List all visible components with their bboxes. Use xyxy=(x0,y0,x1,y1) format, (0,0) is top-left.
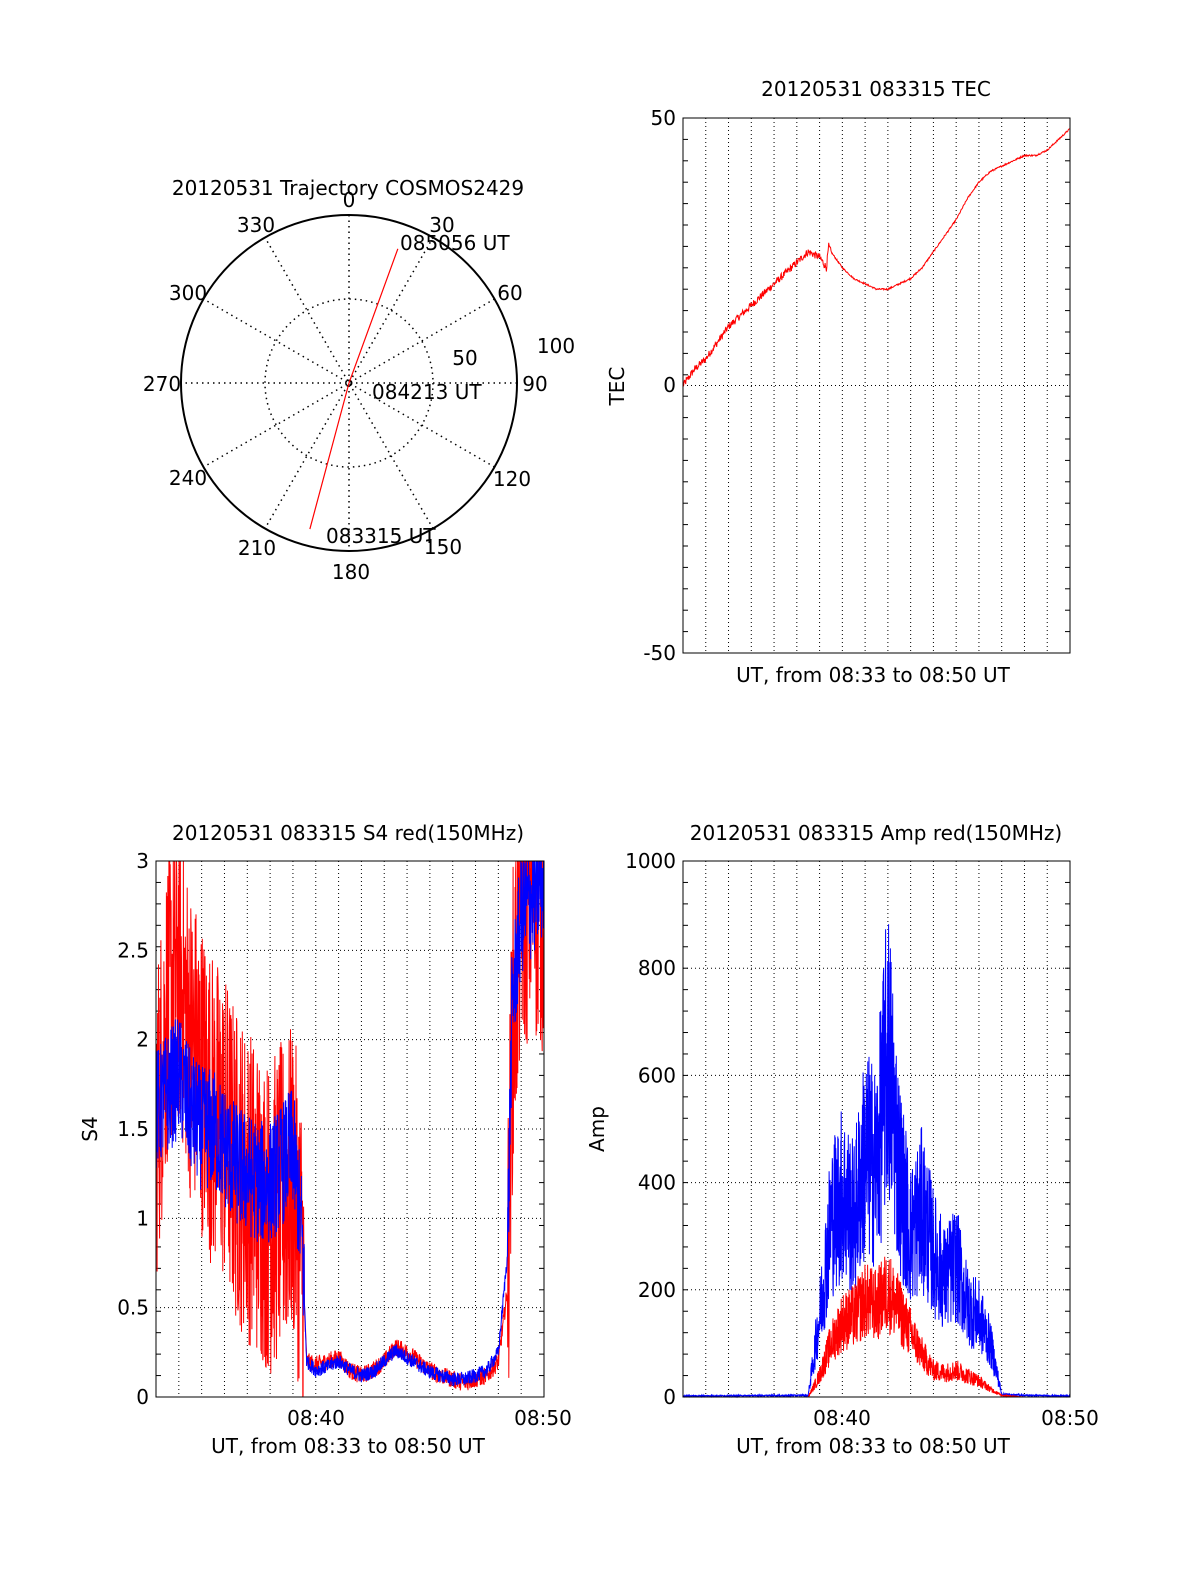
s4-ytick-label: 0.5 xyxy=(117,1296,149,1320)
s4-ytick-label: 1.5 xyxy=(117,1117,149,1141)
polar-azimuth-label: 30 xyxy=(429,213,454,237)
series-line xyxy=(682,128,1071,387)
amp-ylabel: Amp xyxy=(585,1106,609,1152)
s4-title: 20120531 083315 S4 red(150MHz) xyxy=(172,821,524,845)
tec-xlabel: UT, from 08:33 to 08:50 UT xyxy=(736,663,1011,687)
polar-azimuth-label: 240 xyxy=(169,466,207,490)
tec-ytick-50: 50 xyxy=(651,106,676,130)
series-line xyxy=(155,860,544,1387)
series-line xyxy=(683,1256,1070,1398)
polar-spoke xyxy=(264,237,434,529)
series-line xyxy=(682,924,1071,1399)
polar-title: 20120531 Trajectory COSMOS2429 xyxy=(172,176,524,200)
tec-ytick-0: 0 xyxy=(663,373,676,397)
polar-azimuth-label: 120 xyxy=(493,467,531,491)
s4-plot-frame xyxy=(155,860,545,1398)
polar-azimuth-label: 330 xyxy=(237,213,275,237)
polar-panel: 20120531 Trajectory COSMOS2429 0 30 60 90 12… xyxy=(143,176,575,584)
amp-series xyxy=(682,924,1071,1399)
s4-ytick-label: 1 xyxy=(136,1206,149,1230)
amp-yticks: 0 200 400 600 800 1000 xyxy=(625,849,676,1409)
polar-annotation-mid: 084213 UT xyxy=(372,380,482,404)
amp-xtick-0840: 08:40 xyxy=(813,1406,871,1430)
tec-series xyxy=(682,128,1071,387)
s4-ytick-label: 3 xyxy=(136,849,149,873)
polar-spoke xyxy=(264,237,434,529)
polar-trajectory-series xyxy=(309,248,399,530)
polar-azimuth-label: 150 xyxy=(424,535,462,559)
s4-ytick-label: 2.5 xyxy=(117,938,149,962)
s4-xtick-0850: 08:50 xyxy=(514,1406,572,1430)
amp-ytick-label: 1000 xyxy=(625,849,676,873)
polar-trajectory-line xyxy=(309,248,399,530)
polar-azimuth-label: 60 xyxy=(497,281,522,305)
s4-yticks: 0 0.5 1 1.5 2 2.5 3 xyxy=(117,849,149,1409)
s4-xlabel: UT, from 08:33 to 08:50 UT xyxy=(211,1434,486,1458)
polar-azimuth-label: 270 xyxy=(143,372,181,396)
s4-panel: 20120531 083315 S4 red(150MHz) 0 0.5 1 1.5 2… xyxy=(78,821,572,1458)
polar-azimuth-label: 90 xyxy=(522,372,547,396)
tec-ytick-neg50: -50 xyxy=(643,641,676,665)
polar-azimuth-label: 180 xyxy=(332,560,370,584)
tec-grid xyxy=(683,118,1070,653)
amp-plot-frame xyxy=(682,860,1071,1398)
amp-xlabel: UT, from 08:33 to 08:50 UT xyxy=(736,1434,1011,1458)
amp-xtick-0850: 08:50 xyxy=(1041,1406,1099,1430)
s4-ytick-label: 0 xyxy=(136,1385,149,1409)
amp-title: 20120531 083315 Amp red(150MHz) xyxy=(690,821,1062,845)
s4-ytick-label: 2 xyxy=(136,1028,149,1052)
s4-xtick-0840: 08:40 xyxy=(287,1406,345,1430)
polar-ring-label-50: 50 xyxy=(452,346,477,370)
amp-panel: 20120531 083315 Amp red(150MHz) 0 200 400 6… xyxy=(585,821,1099,1458)
s4-ylabel: S4 xyxy=(78,1116,102,1141)
amp-ytick-label: 200 xyxy=(638,1278,676,1302)
polar-azimuth-labels: 0 30 60 90 120 150 180 210 240 270 300 330 xyxy=(143,188,548,584)
polar-annotation-end: 085056 UT xyxy=(400,231,510,255)
amp-ytick-label: 800 xyxy=(638,956,676,980)
tec-plot-frame xyxy=(682,117,1071,654)
polar-annotation-start: 083315 UT xyxy=(326,524,436,548)
s4-series xyxy=(155,860,545,1398)
polar-azimuth-label: 0 xyxy=(343,188,356,212)
amp-ytick-label: 400 xyxy=(638,1171,676,1195)
polar-azimuth-label: 210 xyxy=(238,536,276,560)
polar-grid xyxy=(180,214,518,552)
amp-ytick-label: 600 xyxy=(638,1063,676,1087)
polar-ring-label-100: 100 xyxy=(537,334,575,358)
polar-spoke xyxy=(203,298,495,468)
polar-azimuth-label: 300 xyxy=(169,281,207,305)
tec-panel: 20120531 083315 TEC 50 0 -50 TEC UT, fro… xyxy=(605,77,1071,687)
amp-ytick-label: 0 xyxy=(663,1385,676,1409)
tec-ylabel: TEC xyxy=(605,367,629,407)
polar-spoke xyxy=(203,298,495,468)
tec-title: 20120531 083315 TEC xyxy=(761,77,991,101)
